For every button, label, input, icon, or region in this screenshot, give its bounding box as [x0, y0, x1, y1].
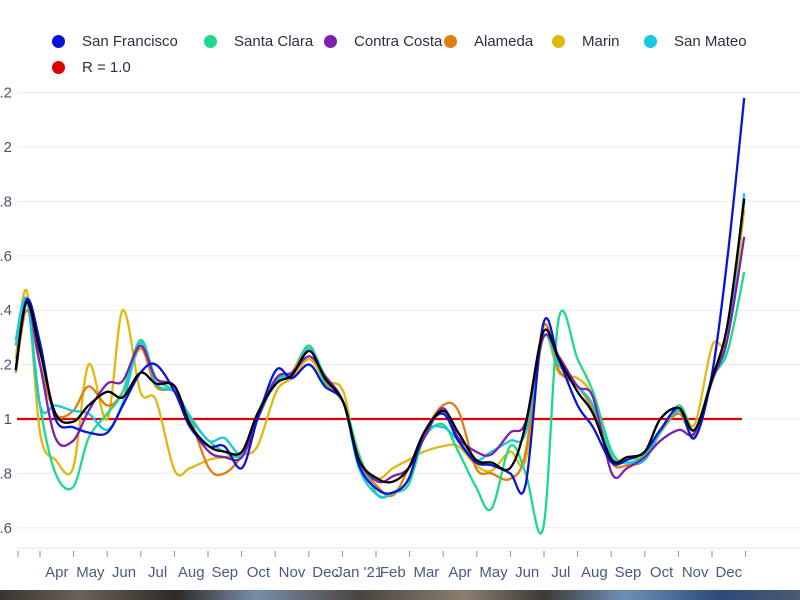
- series-lines: [14, 97, 746, 535]
- legend-marker-icon: [52, 61, 65, 74]
- series-line-san-mateo: [14, 193, 746, 498]
- x-tick-label: Sep: [211, 564, 238, 581]
- x-tick-label: Feb: [380, 564, 406, 581]
- legend-marker-icon: [204, 35, 217, 48]
- legend-label: San Mateo: [674, 33, 747, 50]
- x-tick-label: Jul: [148, 564, 167, 581]
- series-line-contra-costa: [14, 236, 746, 484]
- x-tick-label: Jul: [551, 564, 570, 581]
- legend-label: Marin: [582, 33, 620, 50]
- legend-item-san-mateo[interactable]: San Mateo: [644, 33, 747, 50]
- legend-marker-icon: [644, 35, 657, 48]
- x-tick-label: Mar: [413, 564, 439, 581]
- legend-item-r-equals-one[interactable]: R = 1.0: [52, 59, 131, 76]
- x-tick-label: Oct: [650, 564, 674, 581]
- legend-item-marin[interactable]: Marin: [552, 33, 620, 50]
- x-tick-label: Jun: [112, 564, 136, 581]
- x-tick-label: Jun: [515, 564, 539, 581]
- y-tick-label: 2: [4, 139, 12, 156]
- legend-label: Alameda: [474, 33, 534, 50]
- x-tick-label: Apr: [448, 564, 471, 581]
- x-tick-label: May: [479, 564, 508, 581]
- x-tick-label: Aug: [581, 564, 608, 581]
- series-line-black: [14, 198, 746, 484]
- y-tick-label: .4: [0, 302, 12, 319]
- series-line-san-francisco: [14, 97, 746, 495]
- x-tick-label: Oct: [247, 564, 271, 581]
- y-tick-label: .6: [0, 248, 12, 265]
- x-tick-label: Dec: [312, 564, 339, 581]
- x-tick-label: Dec: [715, 564, 742, 581]
- gridlines: [17, 92, 800, 529]
- series-line-marin: [14, 209, 746, 480]
- y-axis: .6 .8 1 .2 .4 .6 .8 2 .2: [0, 85, 12, 537]
- legend-item-santa-clara[interactable]: Santa Clara: [204, 33, 313, 50]
- legend-item-san-francisco[interactable]: San Francisco: [52, 33, 178, 50]
- x-tick-label: May: [76, 564, 105, 581]
- y-tick-label: 1: [4, 411, 12, 428]
- legend-marker-icon: [324, 35, 337, 48]
- x-tick-label: Apr: [45, 564, 68, 581]
- background-photo-strip: [0, 590, 800, 600]
- y-tick-label: .8: [0, 465, 12, 482]
- x-tick-label: Aug: [178, 564, 205, 581]
- x-tick-label: Jan '21: [335, 564, 383, 581]
- legend-label: Contra Costa: [354, 33, 443, 50]
- y-tick-label: .8: [0, 193, 12, 210]
- y-tick-label: .2: [0, 85, 12, 102]
- y-tick-label: .6: [0, 520, 12, 537]
- legend-marker-icon: [444, 35, 457, 48]
- y-tick-label: .2: [0, 357, 12, 374]
- x-tick-label: Sep: [615, 564, 642, 581]
- legend-item-alameda[interactable]: Alameda: [444, 33, 533, 50]
- legend-marker-icon: [552, 35, 565, 48]
- x-tick-label: Nov: [279, 564, 306, 581]
- legend-label: Santa Clara: [234, 33, 314, 50]
- legend-label: R = 1.0: [82, 59, 131, 76]
- x-tick-label: Nov: [682, 564, 709, 581]
- legend-label: San Francisco: [82, 33, 178, 50]
- legend-marker-icon: [52, 35, 65, 48]
- legend-item-contra-costa[interactable]: Contra Costa: [324, 33, 442, 50]
- series-line-alameda: [14, 201, 746, 498]
